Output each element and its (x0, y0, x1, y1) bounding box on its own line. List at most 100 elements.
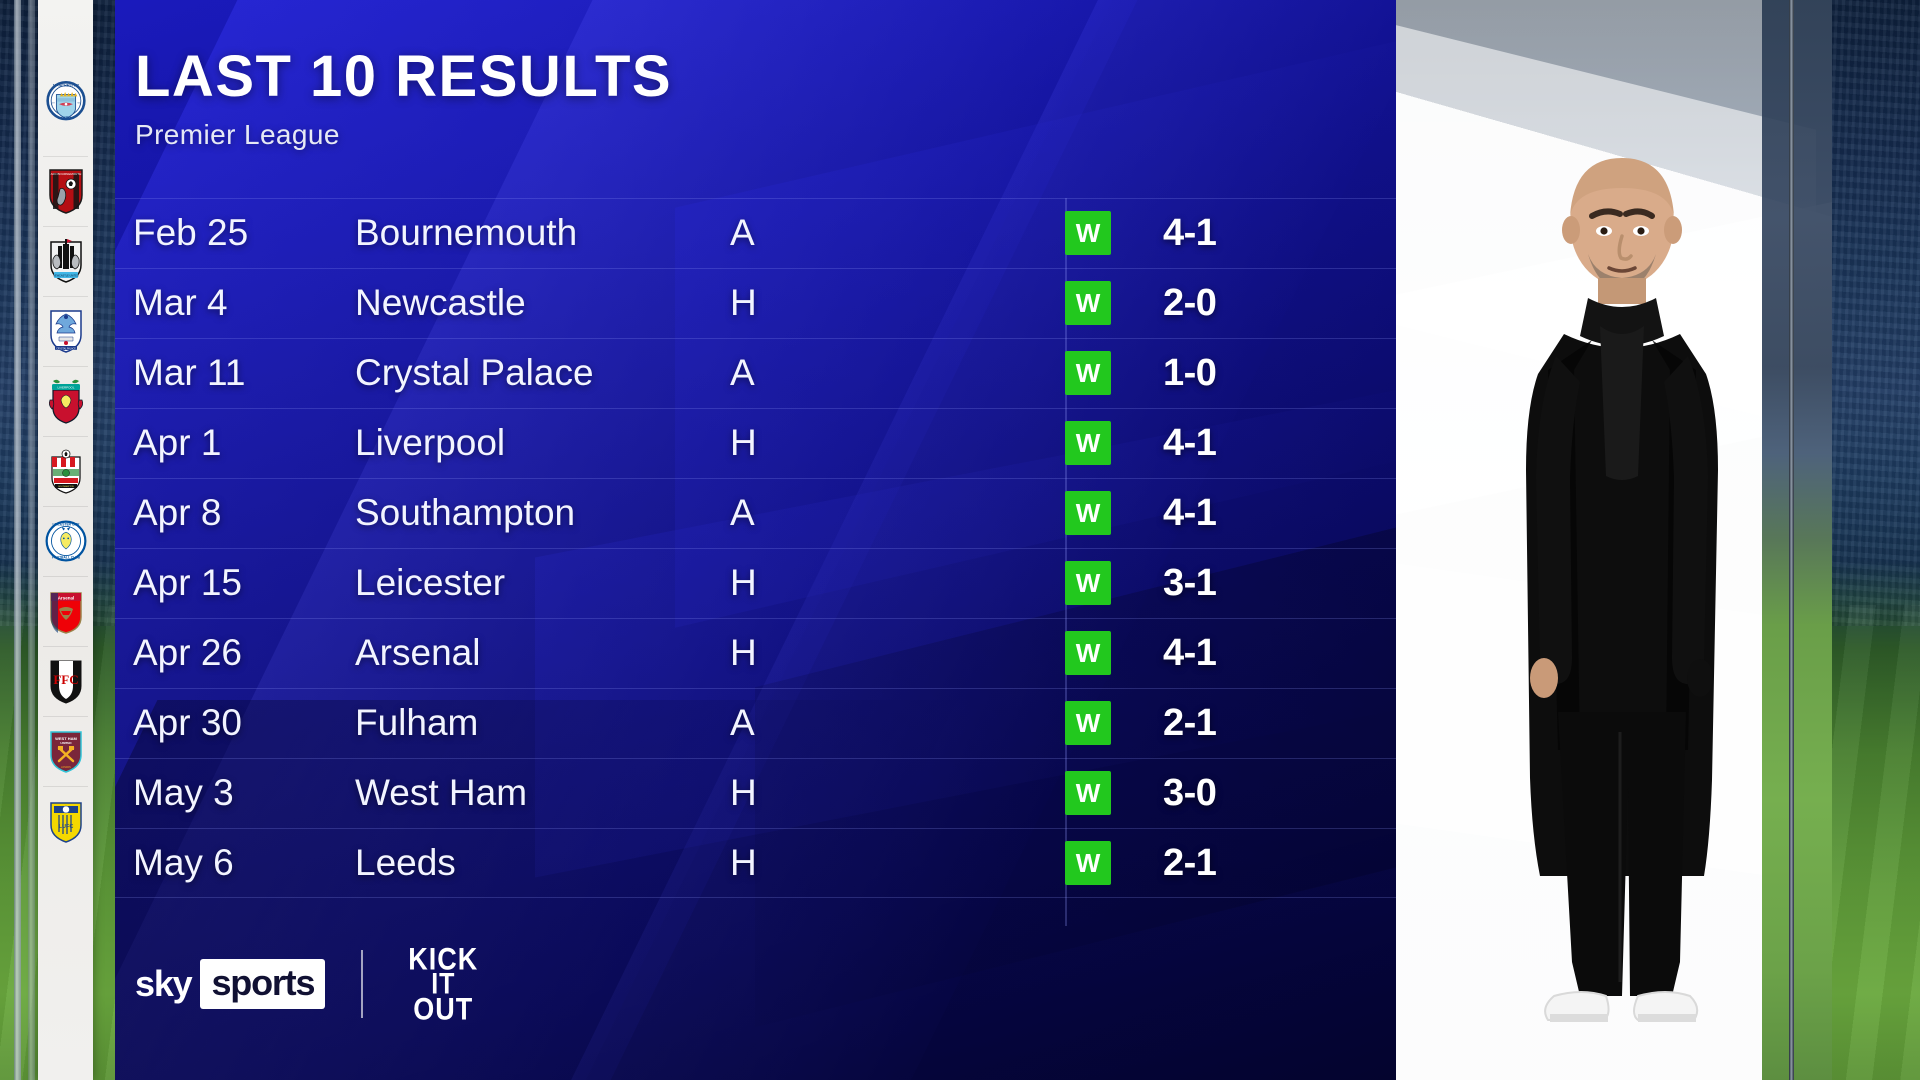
cell-venue: H (730, 282, 757, 323)
crest-cell-arsenal: Arsenal (38, 576, 93, 646)
result-badge: W (1065, 841, 1111, 885)
arsenal-crest: Arsenal (44, 587, 88, 635)
cell-venue: H (730, 632, 757, 673)
svg-text:SOUTHAMPTON: SOUTHAMPTON (58, 485, 74, 488)
crest-cell-liverpool: LIVERPOOL (38, 366, 93, 436)
crest-cell-manchester-city: MANCHESTER CITY 19 94 (38, 48, 93, 156)
leicester-crest: LEICESTER CITY FOOTBALL CLUB (44, 517, 88, 565)
svg-text:FOOTBALL CLUB: FOOTBALL CLUB (52, 556, 81, 560)
cell-date: Apr 30 (133, 702, 243, 743)
cell-opponent: Leeds (355, 842, 456, 883)
svg-text:LEICESTER CITY: LEICESTER CITY (52, 523, 80, 527)
cell-score: 2-1 (1163, 701, 1217, 744)
crest-cell-crystal-palace: CRYSTAL PALACE (38, 296, 93, 366)
cell-date: Apr 26 (133, 632, 243, 673)
result-badge: W (1065, 281, 1111, 325)
manager-portrait (1492, 112, 1752, 1052)
fulham-crest: FFC (44, 657, 88, 705)
cell-opponent: West Ham (355, 772, 528, 813)
cell-opponent: Arsenal (355, 632, 481, 673)
cell-date: Apr 8 (133, 492, 222, 533)
result-badge: W (1065, 631, 1111, 675)
cell-venue: A (730, 352, 755, 393)
result-badge: W (1065, 491, 1111, 535)
cell-score: 3-0 (1163, 771, 1217, 814)
manager-portrait-pane (1396, 0, 1832, 1080)
cell-opponent: Leicester (355, 562, 506, 603)
cell-result: W (1065, 211, 1163, 255)
table-row: Apr 1 Liverpool H W 4-1 (115, 408, 1396, 478)
crest-cell-fulham: FFC (38, 646, 93, 716)
svg-text:19: 19 (52, 102, 55, 104)
result-badge: W (1065, 561, 1111, 605)
sports-wordmark: sports (211, 962, 315, 1003)
cell-score: 2-1 (1163, 841, 1217, 884)
cell-venue: H (730, 772, 757, 813)
kio-line-1: KICK (408, 940, 479, 977)
liverpool-crest: LIVERPOOL (44, 377, 88, 425)
cell-date: Mar 11 (133, 352, 246, 393)
cell-result: W (1065, 351, 1163, 395)
table-row: May 3 West Ham H W 3-0 (115, 758, 1396, 828)
cell-score: 1-0 (1163, 351, 1217, 394)
crest-cell-southampton: SOUTHAMPTON (38, 436, 93, 506)
crest-cell-leeds: LUFC (38, 786, 93, 856)
table-row: May 6 Leeds H W 2-1 (115, 828, 1396, 898)
newcastle-crest: NEWCASTLE UNITED (44, 237, 88, 285)
crest-cell-leicester: LEICESTER CITY FOOTBALL CLUB (38, 506, 93, 576)
cell-opponent: Liverpool (355, 422, 506, 463)
cell-date: Feb 25 (133, 212, 249, 253)
svg-text:NEWCASTLE UNITED: NEWCASTLE UNITED (53, 275, 79, 278)
svg-text:LUFC: LUFC (58, 824, 73, 830)
result-badge: W (1065, 421, 1111, 465)
cell-score: 4-1 (1163, 631, 1217, 674)
table-row: Apr 30 Fulham A W 2-1 (115, 688, 1396, 758)
cell-venue: H (730, 562, 757, 603)
cell-date: May 6 (133, 842, 234, 883)
svg-text:Arsenal: Arsenal (57, 596, 74, 601)
right-edge-stadium (1762, 0, 1832, 1080)
sky-wordmark: sky (135, 963, 193, 1004)
bournemouth-crest: AFC BOURNEMOUTH (44, 167, 88, 215)
results-panel: LAST 10 RESULTS Premier League Feb 25 Bou… (115, 0, 1396, 1080)
cell-date: Apr 1 (133, 422, 222, 463)
svg-text:94: 94 (77, 102, 80, 104)
cell-venue: A (730, 702, 755, 743)
west-ham-crest: WEST HAM UNITED LONDON (44, 727, 88, 775)
result-badge: W (1065, 701, 1111, 745)
goal-post-left (14, 0, 21, 1080)
cell-opponent: Crystal Palace (355, 352, 594, 393)
crest-cell-newcastle: NEWCASTLE UNITED (38, 226, 93, 296)
cell-opponent: Southampton (355, 492, 576, 533)
svg-text:MANCHESTER: MANCHESTER (52, 84, 78, 88)
cell-venue: H (730, 842, 757, 883)
cell-result: W (1065, 561, 1163, 605)
cell-venue: H (730, 422, 757, 463)
svg-text:UNITED: UNITED (60, 741, 72, 745)
cell-result: W (1065, 841, 1163, 885)
sports-wordmark-box: sports (200, 959, 326, 1009)
cell-score: 4-1 (1163, 421, 1217, 464)
cell-opponent: Bournemouth (355, 212, 578, 253)
leeds-crest: LUFC (44, 797, 88, 845)
cell-result: W (1065, 421, 1163, 465)
kick-it-out-logo: KICK IT OUT (399, 940, 487, 1028)
table-row: Apr 8 Southampton A W 4-1 (115, 478, 1396, 548)
svg-text:WEST HAM: WEST HAM (55, 736, 77, 741)
cell-venue: A (730, 492, 755, 533)
svg-text:AFC BOURNEMOUTH: AFC BOURNEMOUTH (50, 172, 81, 176)
result-badge: W (1065, 211, 1111, 255)
cell-result: W (1065, 631, 1163, 675)
panel-vignette (115, 0, 1396, 1080)
southampton-crest: SOUTHAMPTON (44, 447, 88, 495)
cell-result: W (1065, 701, 1163, 745)
cell-venue: A (730, 212, 755, 253)
cell-score: 4-1 (1163, 211, 1217, 254)
goal-post-left-2 (28, 0, 35, 1080)
table-row: Apr 15 Leicester H W 3-1 (115, 548, 1396, 618)
cell-score: 2-0 (1163, 281, 1217, 324)
sky-sports-logo: sky sports (135, 959, 326, 1009)
crystal-palace-crest: CRYSTAL PALACE (44, 307, 88, 355)
table-row: Mar 11 Crystal Palace A W 1-0 (115, 338, 1396, 408)
